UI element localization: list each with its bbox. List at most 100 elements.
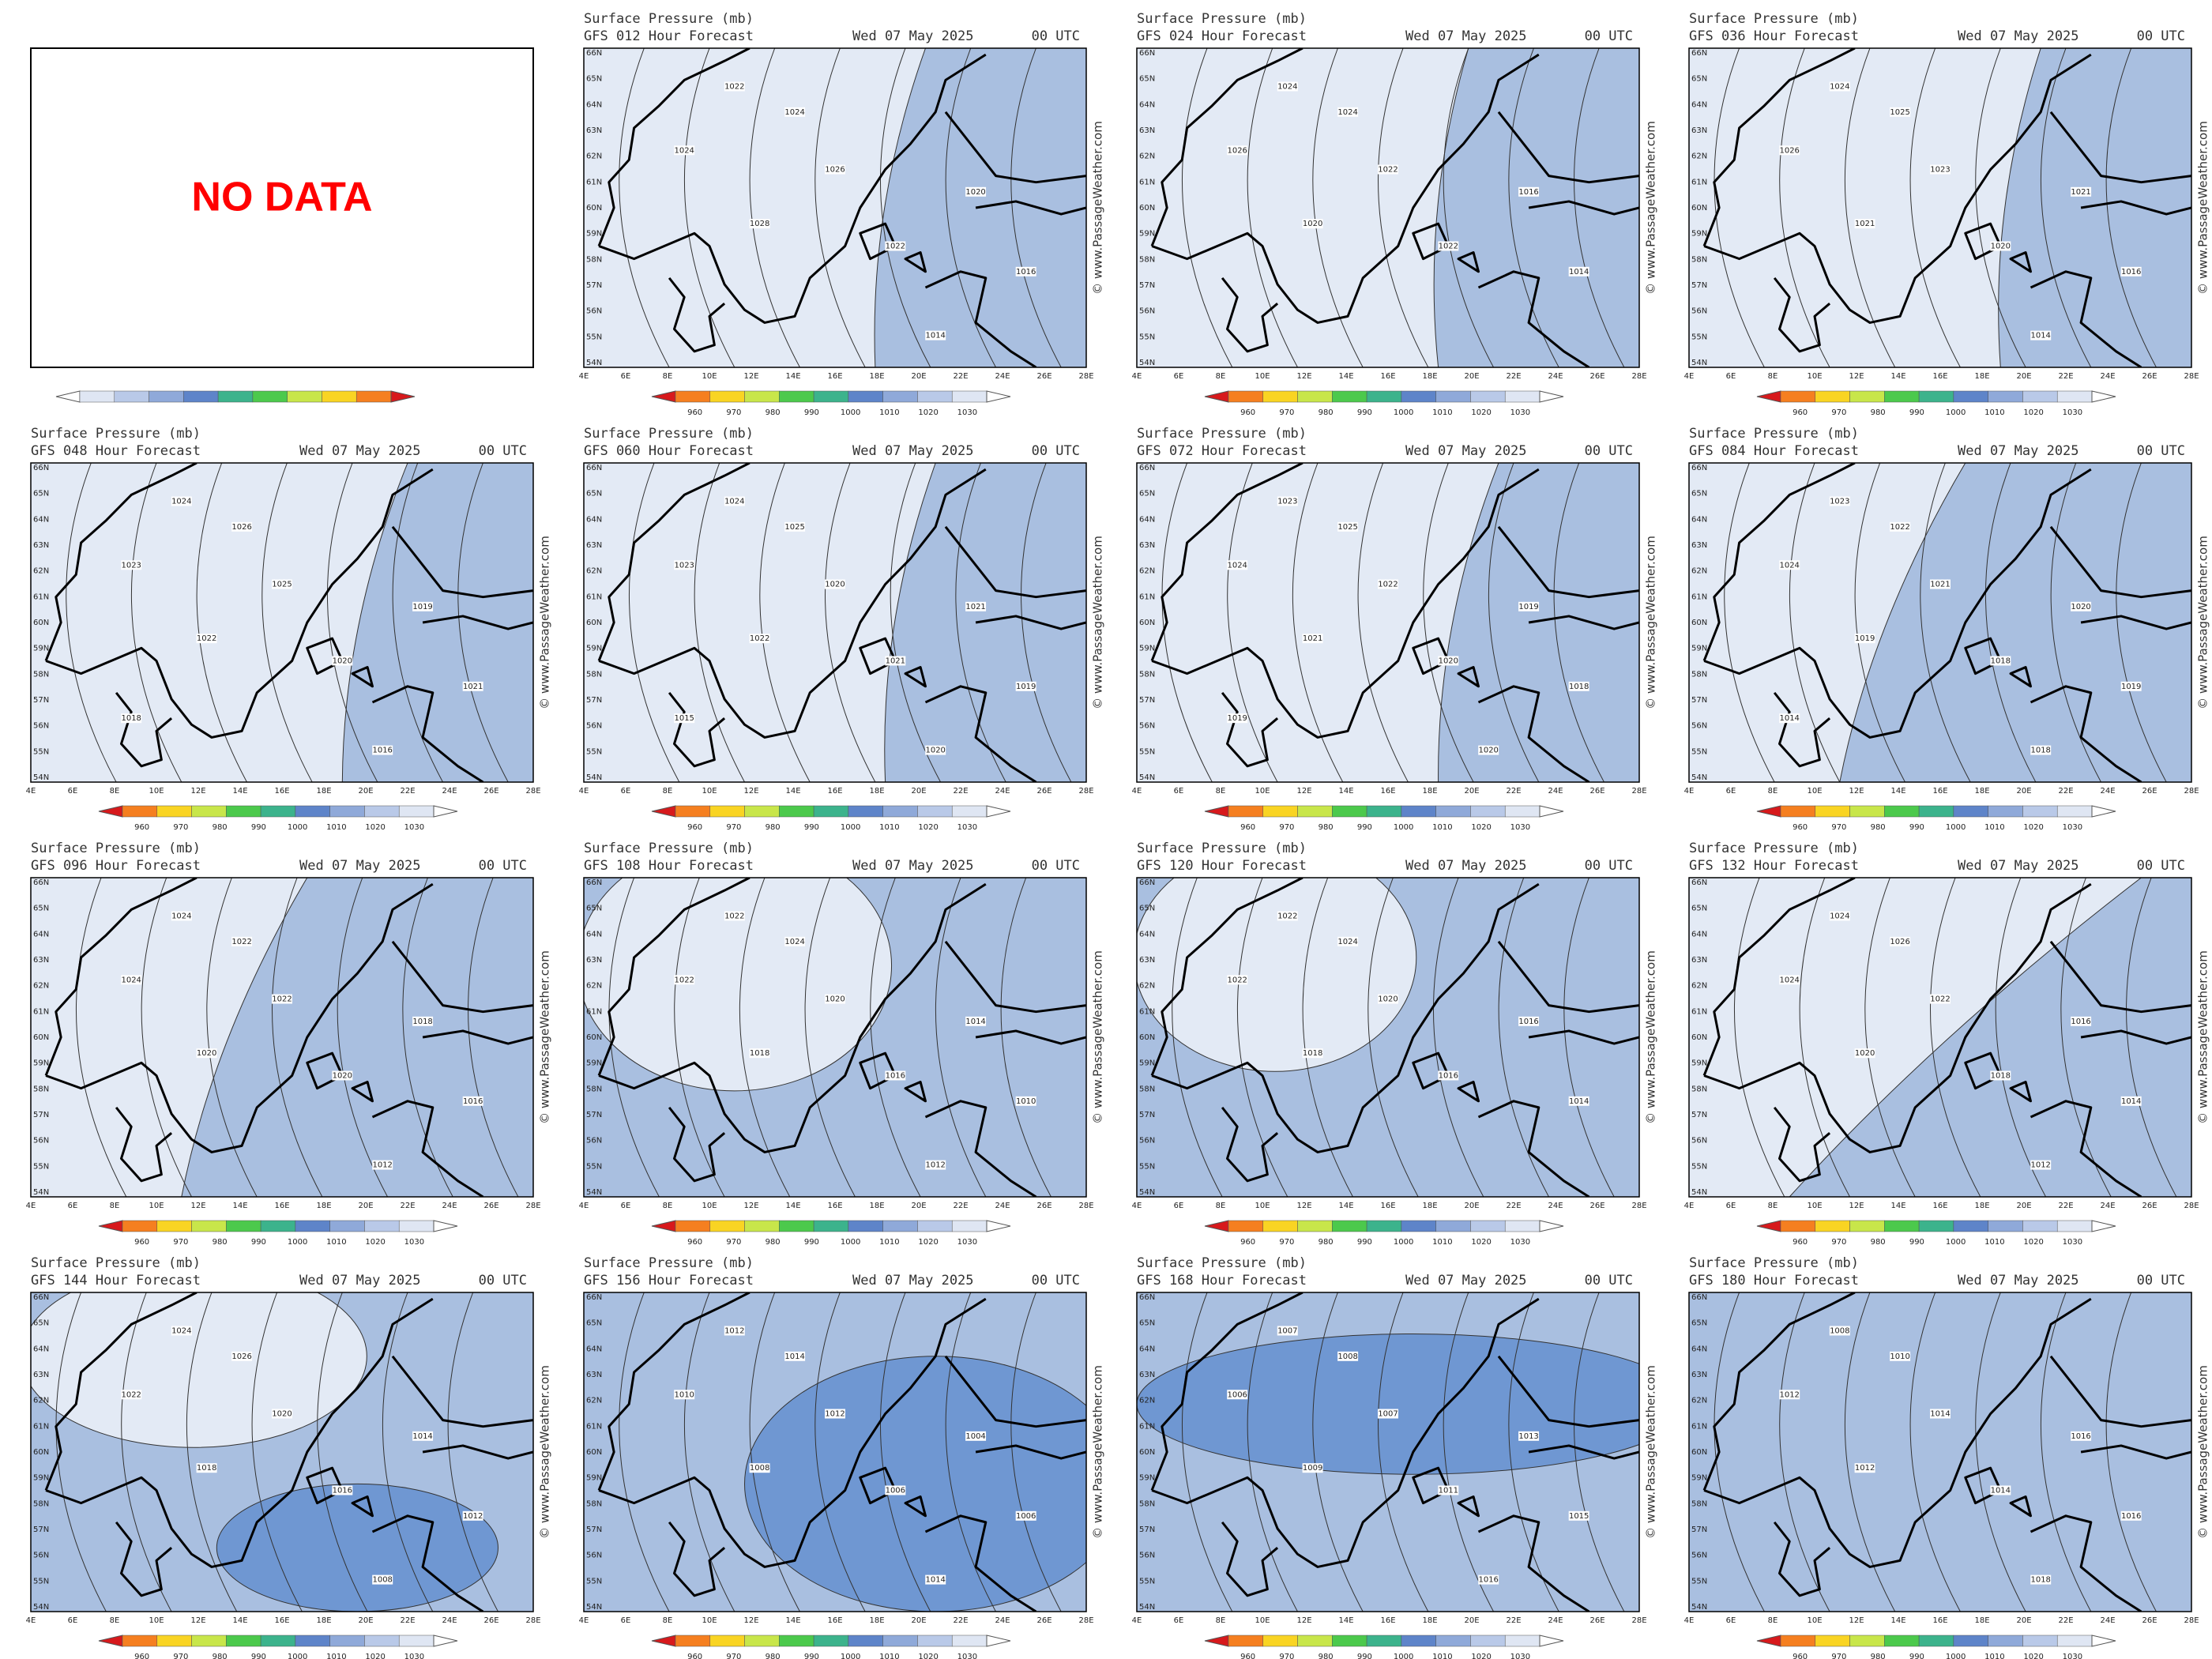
lat-label: 61N [1691, 178, 1707, 186]
lat-label: 54N [1691, 1603, 1707, 1612]
coastline [1528, 1444, 1639, 1460]
lat-label: 57N [33, 696, 49, 705]
lat-label: 66N [1139, 878, 1155, 887]
isobar-label: 1010 [1016, 1097, 1036, 1106]
colorbar-label: 1030 [404, 1238, 424, 1247]
isobar-label-bg [784, 1351, 806, 1361]
isobar-label: 1026 [1227, 146, 1247, 155]
coastline [45, 468, 434, 739]
colorbar-segment [882, 390, 918, 403]
isobar-label: 1014 [2030, 332, 2050, 340]
coastline [371, 1514, 484, 1612]
lon-label: 24E [442, 787, 457, 796]
colorbar-label: 980 [1871, 1653, 1886, 1659]
forecast-time: 00 UTC [2137, 443, 2185, 459]
colorbar-segment [122, 805, 158, 818]
lon-label: 12E [190, 1202, 205, 1210]
colorbar-arrow [651, 1635, 676, 1647]
colorbar-arrow [2091, 1635, 2116, 1647]
isobar-label-bg [1568, 1096, 1589, 1106]
isobar [2050, 463, 2101, 782]
colorbar-label: 1020 [918, 1238, 938, 1247]
lon-label: 20E [911, 1616, 926, 1625]
isobar-label-bg [1438, 1485, 1459, 1495]
coastline [924, 270, 1037, 367]
lat-label: 58N [1139, 1499, 1155, 1508]
colorbar-label: 980 [213, 1238, 228, 1247]
lat-label: 64N [1139, 1345, 1155, 1353]
isobar [1563, 878, 1615, 1197]
colorbar-segment [1504, 1220, 1540, 1232]
isobar-label-bg [121, 560, 142, 570]
colorbar-label: 1010 [1984, 823, 2004, 832]
lat-label: 64N [586, 515, 602, 524]
forecast-date: Wed 07 May 2025 [852, 1273, 974, 1288]
colorbar-arrow [651, 1220, 676, 1232]
isobar [955, 463, 1006, 782]
coastline [1497, 940, 1639, 1014]
forecast-time: 00 UTC [1032, 443, 1080, 459]
lon-label: 4E [1684, 1616, 1695, 1625]
colorbar-segment [1332, 805, 1367, 818]
map: 1022 1024 1024 1026 1028 1022 1020 1016 1014 [584, 48, 1086, 367]
lon-label: 28E [1078, 1202, 1093, 1210]
coastline [924, 1100, 1037, 1197]
lat-label: 58N [586, 1085, 602, 1093]
forecast-time: 00 UTC [479, 858, 527, 874]
lat-label: 64N [586, 930, 602, 939]
isobar-label: 1020 [825, 581, 845, 589]
isobar-label-bg [749, 219, 770, 229]
forecast-time: 00 UTC [1585, 1273, 1633, 1288]
lat-label: 65N [586, 905, 602, 913]
isobar [1181, 48, 1233, 367]
watermark: © www.PassageWeather.com [538, 1365, 552, 1539]
isobar [1423, 463, 1474, 782]
coastline [924, 1514, 1037, 1612]
lon-label: 16E [1932, 787, 1947, 796]
lon-label: 22E [2058, 1202, 2073, 1210]
lat-label: 61N [1139, 1007, 1155, 1016]
colorbar-arrow [1539, 1220, 1564, 1232]
lon-label: 6E [68, 1616, 78, 1625]
colorbar-label: 970 [173, 1238, 188, 1247]
isobar-label-bg [724, 1326, 745, 1336]
coastline [944, 1355, 1086, 1428]
colorbar-label: 980 [213, 823, 228, 832]
coastline [44, 878, 198, 1077]
colorbar-label: 980 [766, 1238, 781, 1247]
map-frame [30, 1292, 534, 1612]
forecast-label: GFS 108 Hour Forecast [584, 858, 754, 874]
lat-label: 54N [586, 773, 602, 782]
isobar [1161, 463, 1213, 782]
isobar-label: 1012 [463, 1512, 483, 1521]
colorbar-arrow [1756, 1635, 1781, 1647]
colorbar-arrow [1204, 1220, 1229, 1232]
lon-label: 10E [702, 787, 717, 796]
colorbar-label: 990 [1909, 408, 1924, 417]
lon-label: 28E [2184, 372, 2199, 381]
lat-label: 64N [1691, 1345, 1707, 1353]
colorbar-segment [1470, 1635, 1506, 1647]
colorbar-label: 970 [1279, 408, 1294, 417]
lon-label: 24E [442, 1202, 457, 1210]
lon-label: 18E [1974, 1202, 1989, 1210]
coastline [1773, 276, 1831, 353]
lon-label: 26E [2142, 1202, 2157, 1210]
isobar-label: 1026 [825, 166, 845, 175]
lat-label: 58N [1139, 255, 1155, 264]
colorbar-label: 980 [1319, 1653, 1334, 1659]
isobar-label-bg [885, 241, 906, 251]
lat-label: 59N [1139, 1059, 1155, 1068]
isobar [749, 48, 800, 367]
panel-title: Surface Pressure (mb) [584, 1255, 754, 1271]
isobar-label-bg [196, 1463, 217, 1473]
isobar-label: 1024 [1830, 82, 1849, 91]
isobar-label: 1022 [1378, 581, 1398, 589]
isobar [468, 878, 519, 1197]
lon-label: 22E [2058, 787, 2073, 796]
lat-label: 60N [1691, 204, 1707, 213]
pressure-zone [1438, 463, 1639, 782]
colorbar-label: 1030 [957, 823, 977, 832]
lat-label: 61N [586, 178, 602, 186]
isobar [121, 1292, 172, 1612]
